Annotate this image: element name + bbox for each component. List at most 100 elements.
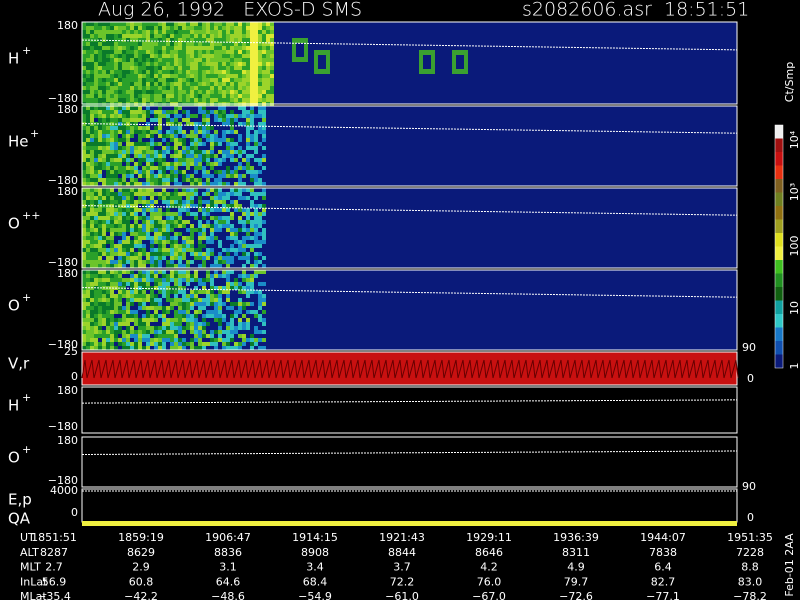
spectrogram-cell	[122, 66, 126, 70]
spectrogram-cell	[258, 122, 262, 126]
spectrogram-cell	[158, 264, 162, 268]
spectrogram-cell	[190, 38, 194, 42]
title: Aug 26, 1992 EXOS-D SMS	[98, 0, 362, 21]
spectrogram-cell	[102, 98, 106, 102]
spectrogram-cell	[142, 114, 146, 118]
spectrogram-cell	[162, 170, 166, 174]
spectrogram-cell	[222, 42, 226, 46]
spectrogram-cell	[202, 322, 206, 326]
spectrogram-cell	[102, 228, 106, 232]
spectrogram-cell	[250, 134, 254, 138]
spectrogram-cell	[82, 342, 86, 346]
spectrogram-cell	[234, 174, 238, 178]
spectrogram-cell	[130, 178, 134, 182]
spectrogram-cell	[190, 294, 194, 298]
spectrogram-cell	[94, 182, 98, 186]
spectrogram-cell	[214, 134, 218, 138]
spectrogram-cell	[162, 82, 166, 86]
spectrogram-cell	[250, 346, 254, 350]
spectrogram-cell	[238, 244, 242, 248]
spectrogram-cell	[266, 70, 270, 74]
spectrogram-cell	[242, 270, 246, 274]
spectrogram-cell	[214, 54, 218, 58]
spectrogram-cell	[110, 240, 114, 244]
axis-top: 180	[57, 434, 78, 447]
spectrogram-cell	[110, 54, 114, 58]
spectrogram-cell	[230, 150, 234, 154]
spectrogram-cell	[118, 342, 122, 346]
spectrogram-cell	[110, 22, 114, 26]
spectrogram-cell	[118, 322, 122, 326]
spectrogram-cell	[210, 154, 214, 158]
spectrogram-cell	[242, 122, 246, 126]
spectrogram-cell	[106, 264, 110, 268]
spectrogram-cell	[226, 260, 230, 264]
spectrogram-cell	[146, 342, 150, 346]
spectrogram-cell	[210, 216, 214, 220]
spectrogram-cell	[206, 98, 210, 102]
spectrogram-cell	[226, 298, 230, 302]
spectrogram-cell	[206, 170, 210, 174]
spectrogram-cell	[234, 278, 238, 282]
spectrogram-cell	[126, 256, 130, 260]
spectrogram-cell	[146, 232, 150, 236]
ephemeris-value: 64.6	[216, 575, 241, 588]
spectrogram-cell	[146, 38, 150, 42]
spectrogram-cell	[162, 50, 166, 54]
spectrogram-cell	[170, 248, 174, 252]
spectrogram-cell	[158, 162, 162, 166]
spectrogram-cell	[202, 224, 206, 228]
spectrogram-cell	[154, 256, 158, 260]
spectrogram-cell	[198, 30, 202, 34]
spectrogram-cell	[102, 46, 106, 50]
spectrogram-cell	[194, 122, 198, 126]
spectrogram-cell	[134, 244, 138, 248]
spectrogram-cell	[250, 310, 254, 314]
spectrogram-cell	[114, 244, 118, 248]
spectrogram-cell	[142, 126, 146, 130]
spectrogram-cell	[202, 318, 206, 322]
spectrogram-cell	[222, 110, 226, 114]
spectrogram-cell	[90, 346, 94, 350]
spectrogram-cell	[126, 110, 130, 114]
spectrogram-cell	[246, 74, 250, 78]
spectrogram-cell	[94, 286, 98, 290]
spectrogram-cell	[94, 150, 98, 154]
spectrogram-cell	[114, 248, 118, 252]
spectrogram-cell	[218, 62, 222, 66]
spectrogram-cell	[134, 70, 138, 74]
spectrogram-cell	[82, 314, 86, 318]
spectrogram-cell	[134, 82, 138, 86]
spectrogram-cell	[198, 138, 202, 142]
panel-label-sup: +	[30, 127, 39, 140]
ephemeris-value: 6.4	[654, 561, 672, 574]
spectrogram-cell	[82, 66, 86, 70]
spectrogram-cell	[98, 264, 102, 268]
spectrogram-cell	[134, 178, 138, 182]
spectrogram-cell	[170, 256, 174, 260]
spectrogram-cell	[218, 54, 222, 58]
spectrogram-cell	[246, 38, 250, 42]
spectrogram-cell	[126, 118, 130, 122]
spectrogram-cell	[158, 154, 162, 158]
spectrogram-cell	[142, 188, 146, 192]
spectrogram-cell	[218, 170, 222, 174]
spectrogram-cell	[162, 314, 166, 318]
spectrogram-cell	[142, 46, 146, 50]
spectrogram-cell	[234, 74, 238, 78]
spectrogram-cell	[122, 294, 126, 298]
spectrogram-cell	[138, 334, 142, 338]
spectrogram-cell	[110, 106, 114, 110]
spectrogram-cell	[242, 274, 246, 278]
spectrogram-cell	[202, 42, 206, 46]
spectrogram-cell	[114, 26, 118, 30]
spectrogram-cell	[86, 208, 90, 212]
spectrogram-cell	[170, 342, 174, 346]
spectrogram-cell	[86, 252, 90, 256]
spectrogram-cell	[202, 82, 206, 86]
spectrogram-cell	[254, 256, 258, 260]
colorbar-cell	[775, 246, 783, 260]
spectrogram-cell	[90, 330, 94, 334]
spectrogram-cell	[166, 50, 170, 54]
spectrogram-cell	[242, 248, 246, 252]
